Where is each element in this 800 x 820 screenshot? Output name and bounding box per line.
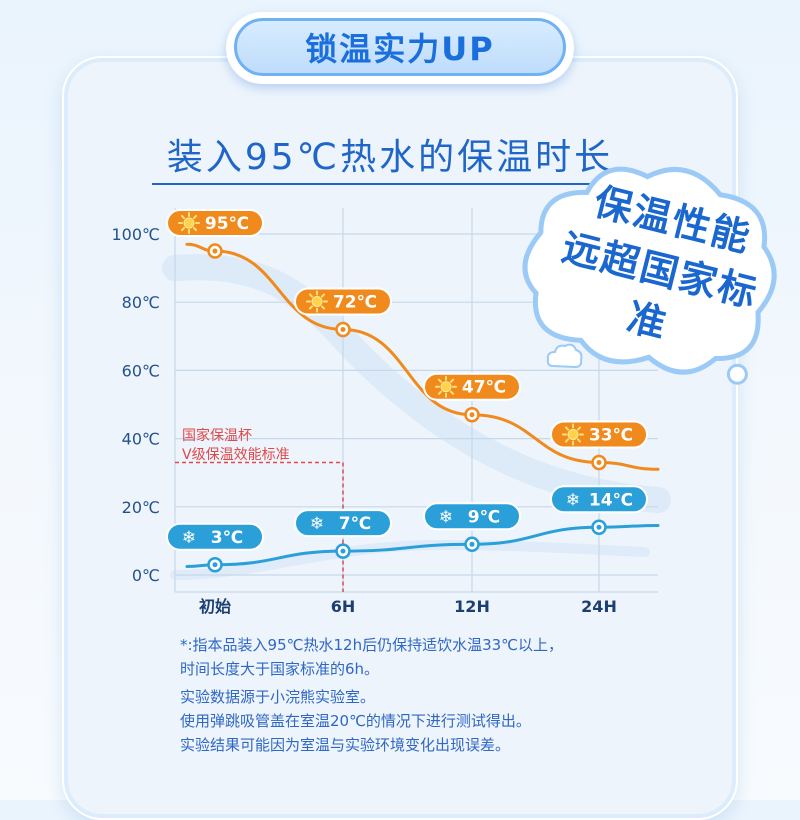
sun-ray [192,214,198,220]
data-label: 7℃ [339,514,371,534]
footnotes: *:指本品装入95℃热水12h后仍保持适饮水温33℃以上， 时间长度大于国家标准… [180,634,680,758]
sun-ray [320,293,326,298]
x-tick-label: 初始 [199,597,231,616]
temperature-chart: 100℃ 80℃ 60℃ 40℃ 20℃ 0℃ 初始 6H 12H 24H 国家保温杯 V级保温… [111,208,671,616]
title-badge: 锁温实力UP [226,12,574,84]
y-tick-label: 20℃ [122,498,160,517]
data-labels: 95℃ 72℃ 47℃ 33℃ ❄ 3℃ ❄ 7℃ ❄ 9℃ ❄ 14℃ [166,209,648,551]
sun-icon [306,290,328,313]
title-underline [152,183,632,185]
sun-ray [437,390,443,395]
series-lines [185,242,660,573]
y-tick-label: 0℃ [132,566,160,585]
data-point-center [596,459,602,465]
sun-ray [320,305,326,310]
x-tick-label: 24H [581,597,617,616]
sun-icon [562,423,584,446]
sun-ray [576,438,582,443]
note-line: *:指本品装入95℃热水12h后仍保持适饮水温33℃以上， [180,636,564,654]
chart-title: 装入95℃热水的保温时长 [166,137,614,178]
highlight-cloud: 保温性能 远超国家标准 [485,120,800,421]
snowflake-icon: ❄ [566,490,580,510]
data-label: 9℃ [468,507,500,527]
data-label-pill [423,372,521,401]
note-line: 时间长度大于国家标准的6h。 [180,660,380,678]
data-point-center [469,541,475,547]
y-tick-labels: 100℃ 80℃ 60℃ 40℃ 20℃ 0℃ [111,225,160,585]
y-tick-label: 60℃ [122,361,160,380]
note-line: 实验数据源于小浣熊实验室。 [180,688,376,706]
sun-ray [576,426,582,431]
sun-core [311,295,323,307]
sun-ray [308,293,314,298]
data-label: 3℃ [211,528,243,548]
data-label-pill [166,209,264,238]
sun-ray [564,438,570,443]
data-label: 33℃ [589,425,633,445]
note-line: 使用弹跳吸管盖在室温20℃的情况下进行测试得出。 [180,712,531,730]
x-tick-labels: 初始 6H 12H 24H [199,597,617,616]
note-line: 实验结果可能因为室温与实验环境变化出现误差。 [180,736,511,754]
standard-label-line2: V级保温效能标准 [182,447,290,463]
snowflake-icon: ❄ [439,507,453,527]
data-label: 72℃ [333,292,377,312]
data-label-pill [423,502,521,531]
data-label-pill [550,420,648,449]
x-tick-label: 6H [331,597,356,616]
badge-label: 锁温实力UP [234,18,566,76]
sun-core [567,428,579,440]
data-label-pill [550,485,648,514]
data-point-center [469,412,475,418]
y-tick-label: 40℃ [122,430,160,449]
sun-ray [449,390,455,395]
data-point-center [340,548,346,554]
sun-ray [437,378,443,383]
snowflake-icon: ❄ [310,514,324,534]
data-point-center [212,248,218,254]
sun-ray [180,226,186,232]
sun-ray [192,226,198,232]
sun-core [183,217,195,229]
y-tick-label: 80℃ [122,293,160,312]
sun-ray [564,426,570,431]
sun-ray [308,305,314,310]
sun-ray [449,378,455,383]
cloud-shape [522,166,777,385]
background-wave [162,254,671,513]
data-label: 95℃ [205,214,249,234]
x-tick-label: 12H [454,597,490,616]
y-tick-label: 100℃ [111,225,160,244]
data-label: 14℃ [589,490,633,510]
data-point-center [596,524,602,530]
sun-ray [180,214,186,220]
data-label-pill [294,509,392,538]
data-point-center [340,326,346,332]
data-label-pill [166,522,264,551]
sun-icon [435,375,457,398]
small-cloud-icon [546,343,583,369]
sun-icon [178,212,200,235]
data-label: 47℃ [462,378,506,398]
sun-core [440,381,452,393]
snowflake-icon: ❄ [182,528,196,548]
standard-label-line1: 国家保温杯 [182,427,252,444]
data-point-center [212,562,218,568]
data-label-pill [294,287,392,316]
